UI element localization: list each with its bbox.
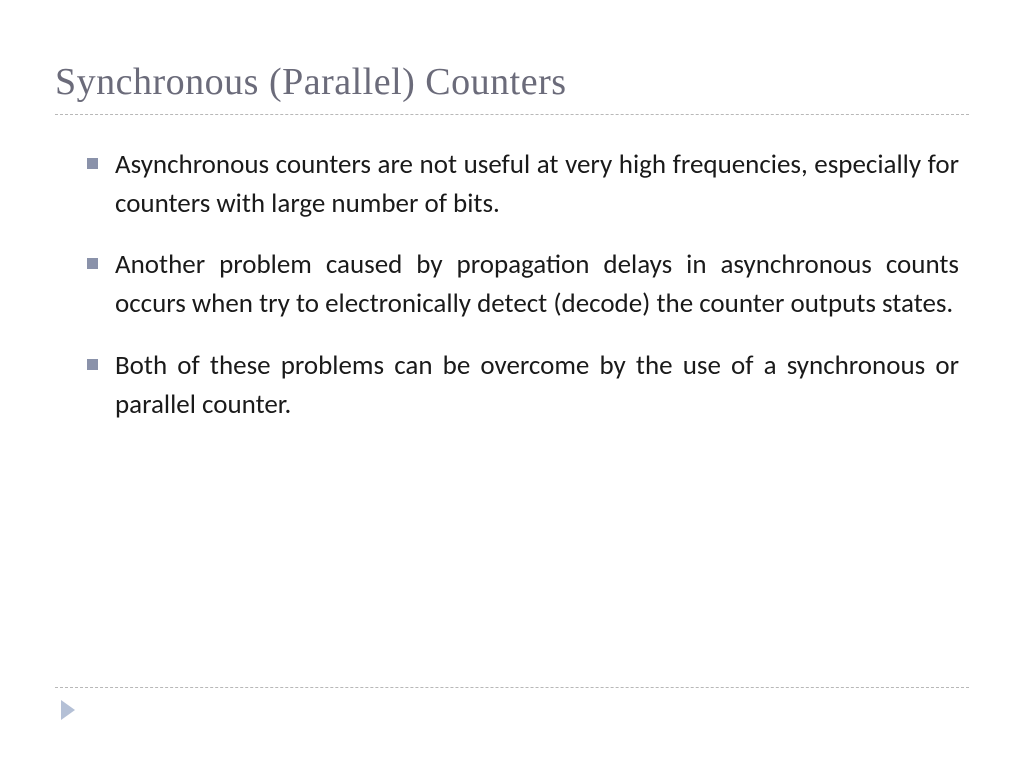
slide-title: Synchronous (Parallel) Counters (55, 60, 969, 104)
bullet-list: Asynchronous counters are not useful at … (55, 145, 969, 424)
slide-container: Synchronous (Parallel) Counters Asynchro… (0, 0, 1024, 768)
bullet-item: Asynchronous counters are not useful at … (115, 145, 969, 223)
bullet-item: Another problem caused by propagation de… (115, 245, 969, 323)
bottom-divider (55, 687, 969, 688)
top-divider (55, 114, 969, 115)
bullet-item: Both of these problems can be overcome b… (115, 346, 969, 424)
slide-footer (55, 687, 969, 720)
next-arrow-icon (61, 700, 75, 720)
